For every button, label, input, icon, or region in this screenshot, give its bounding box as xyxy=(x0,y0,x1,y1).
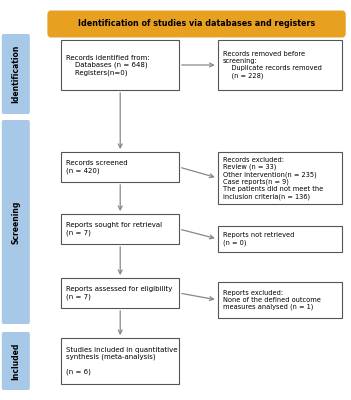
FancyBboxPatch shape xyxy=(218,226,342,252)
Text: Reports sought for retrieval
(n = 7): Reports sought for retrieval (n = 7) xyxy=(66,222,163,236)
Text: Included: Included xyxy=(11,342,20,380)
FancyBboxPatch shape xyxy=(2,34,30,114)
FancyBboxPatch shape xyxy=(61,40,179,90)
Text: Identification of studies via databases and registers: Identification of studies via databases … xyxy=(78,20,315,28)
FancyBboxPatch shape xyxy=(61,214,179,244)
Text: Records excluded:
Review (n = 33)
Other intervention(n = 235)
Case reports(n = 9: Records excluded: Review (n = 33) Other … xyxy=(223,156,323,200)
Text: Reports assessed for eligibility
(n = 7): Reports assessed for eligibility (n = 7) xyxy=(66,286,173,300)
FancyBboxPatch shape xyxy=(2,332,30,390)
FancyBboxPatch shape xyxy=(218,40,342,90)
Text: Reports not retrieved
(n = 0): Reports not retrieved (n = 0) xyxy=(223,232,294,246)
FancyBboxPatch shape xyxy=(61,338,179,384)
Text: Records removed before
screening:
    Duplicate records removed
    (n = 228): Records removed before screening: Duplic… xyxy=(223,51,322,79)
Text: Records screened
(n = 420): Records screened (n = 420) xyxy=(66,160,128,174)
FancyBboxPatch shape xyxy=(61,278,179,308)
FancyBboxPatch shape xyxy=(48,11,345,37)
FancyBboxPatch shape xyxy=(2,120,30,324)
Text: Reports excluded:
None of the defined outcome
measures analysed (n = 1): Reports excluded: None of the defined ou… xyxy=(223,290,320,310)
Text: Identification: Identification xyxy=(11,45,20,103)
Text: Screening: Screening xyxy=(11,200,20,244)
FancyBboxPatch shape xyxy=(218,282,342,318)
FancyBboxPatch shape xyxy=(218,152,342,204)
Text: Studies included in quantitative
synthesis (meta-analysis)

(n = 6): Studies included in quantitative synthes… xyxy=(66,347,178,375)
FancyBboxPatch shape xyxy=(61,152,179,182)
Text: Records identified from:
    Databases (n = 648)
    Registers(n=0): Records identified from: Databases (n = … xyxy=(66,54,150,76)
